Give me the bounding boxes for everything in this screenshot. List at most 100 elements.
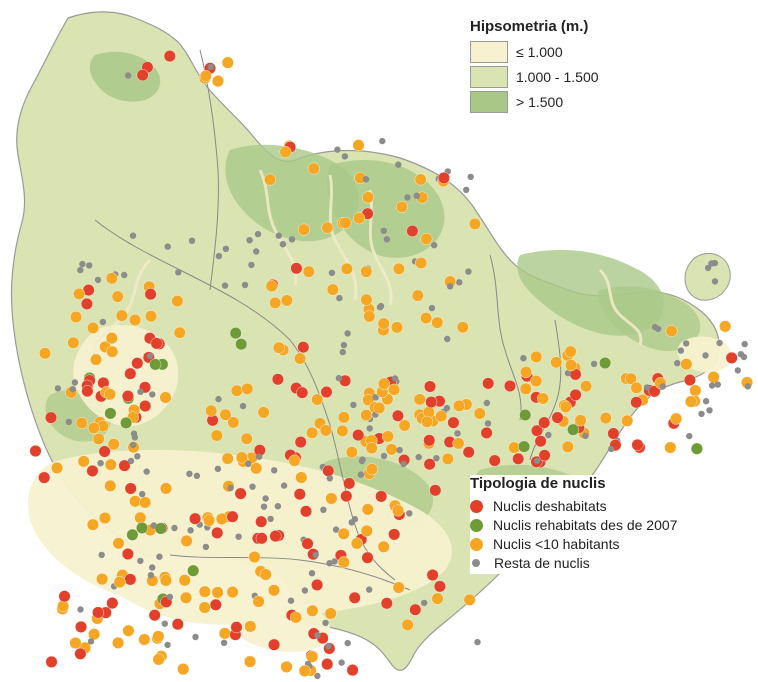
settlement-dot-orange[interactable] [364,311,376,323]
settlement-dot-red[interactable] [270,530,282,542]
settlement-dot-orange[interactable] [378,318,390,330]
settlement-dot-grey[interactable] [246,237,252,243]
settlement-dot-orange[interactable] [222,57,234,69]
settlement-dot-orange[interactable] [442,453,454,465]
settlement-dot-orange[interactable] [104,389,116,401]
settlement-dot-red[interactable] [349,592,361,604]
settlement-dot-red[interactable] [137,69,149,81]
settlement-dot-red[interactable] [125,574,137,586]
settlement-dot-orange[interactable] [665,442,677,454]
settlement-dot-grey[interactable] [79,261,85,267]
settlement-dot-orange[interactable] [307,605,319,617]
settlement-dot-orange[interactable] [290,612,302,624]
settlement-dot-orange[interactable] [393,263,405,275]
settlement-dot-red[interactable] [321,658,333,670]
settlement-dot-grey[interactable] [130,233,136,239]
settlement-dot-red[interactable] [38,472,50,484]
settlement-dot-orange[interactable] [708,371,720,383]
settlement-dot-orange[interactable] [160,483,172,495]
settlement-dot-green[interactable] [136,522,148,534]
settlement-dot-orange[interactable] [106,273,118,285]
settlement-dot-orange[interactable] [174,327,186,339]
settlement-dot-orange[interactable] [227,586,239,598]
settlement-dot-orange[interactable] [273,342,285,354]
settlement-dot-red[interactable] [149,609,161,621]
settlement-dot-red[interactable] [463,446,475,458]
settlement-dot-orange[interactable] [200,70,212,82]
settlement-dot-orange[interactable] [341,263,353,275]
settlement-dot-orange[interactable] [474,408,486,420]
settlement-dot-grey[interactable] [582,433,588,439]
settlement-dot-orange[interactable] [366,463,378,475]
settlement-dot-grey[interactable] [396,447,402,453]
settlement-dot-grey[interactable] [404,194,410,200]
settlement-dot-grey[interactable] [454,430,460,436]
settlement-dot-orange[interactable] [253,596,265,608]
settlement-dot-grey[interactable] [608,446,614,452]
settlement-dot-orange[interactable] [299,665,311,677]
settlement-dot-grey[interactable] [249,484,255,490]
settlement-dot-orange[interactable] [421,416,433,428]
settlement-dot-orange[interactable] [464,594,476,606]
settlement-dot-orange[interactable] [108,438,120,450]
settlement-dot-orange[interactable] [306,427,318,439]
settlement-dot-orange[interactable] [145,310,157,322]
settlement-dot-grey[interactable] [340,349,346,355]
settlement-dot-grey[interactable] [208,64,214,70]
settlement-dot-grey[interactable] [686,433,692,439]
settlement-dot-grey[interactable] [131,431,137,437]
settlement-dot-red[interactable] [272,374,284,386]
settlement-dot-grey[interactable] [189,238,195,244]
settlement-dot-red[interactable] [423,435,435,447]
settlement-dot-orange[interactable] [421,233,433,245]
settlement-dot-red[interactable] [291,263,303,275]
settlement-dot-orange[interactable] [386,444,398,456]
settlement-dot-red[interactable] [407,225,419,237]
settlement-dot-grey[interactable] [534,458,540,464]
settlement-dot-grey[interactable] [203,544,209,550]
settlement-dot-grey[interactable] [381,453,387,459]
settlement-dot-grey[interactable] [186,471,192,477]
settlement-dot-orange[interactable] [520,366,532,378]
settlement-dot-red[interactable] [122,548,134,560]
settlement-dot-red[interactable] [255,516,267,528]
settlement-dot-orange[interactable] [250,463,262,475]
settlement-dot-grey[interactable] [86,262,92,268]
settlement-dot-grey[interactable] [444,336,450,342]
settlement-dot-orange[interactable] [96,573,108,585]
settlement-dot-grey[interactable] [245,461,251,467]
settlement-dot-orange[interactable] [432,317,444,329]
settlement-dot-grey[interactable] [591,361,597,367]
settlement-dot-grey[interactable] [192,634,198,640]
settlement-dot-red[interactable] [425,396,437,408]
settlement-dot-grey[interactable] [147,353,153,359]
settlement-dot-orange[interactable] [530,375,542,387]
settlement-dot-orange[interactable] [621,415,633,427]
settlement-dot-grey[interactable] [289,236,295,242]
settlement-dot-orange[interactable] [249,551,261,563]
settlement-dot-grey[interactable] [702,352,708,358]
settlement-dot-grey[interactable] [400,461,406,467]
settlement-dot-grey[interactable] [366,586,372,592]
settlement-dot-grey[interactable] [474,639,480,645]
settlement-dot-orange[interactable] [212,587,224,599]
settlement-dot-orange[interactable] [298,224,310,236]
settlement-dot-orange[interactable] [681,358,693,370]
settlement-dot-grey[interactable] [240,403,246,409]
settlement-dot-orange[interactable] [322,222,334,234]
settlement-dot-grey[interactable] [709,382,715,388]
settlement-dot-orange[interactable] [123,625,135,637]
settlement-dot-green[interactable] [187,565,199,577]
settlement-dot-orange[interactable] [346,446,358,458]
settlement-dot-orange[interactable] [269,297,281,309]
settlement-dot-orange[interactable] [260,569,272,581]
settlement-dot-grey[interactable] [171,525,177,531]
settlement-dot-grey[interactable] [345,640,351,646]
settlement-dot-orange[interactable] [666,325,678,337]
settlement-dot-grey[interactable] [77,606,83,612]
settlement-dot-grey[interactable] [167,594,173,600]
settlement-dot-green[interactable] [691,443,703,455]
settlement-dot-grey[interactable] [367,425,373,431]
settlement-dot-red[interactable] [302,538,314,550]
settlement-dot-orange[interactable] [112,291,124,303]
